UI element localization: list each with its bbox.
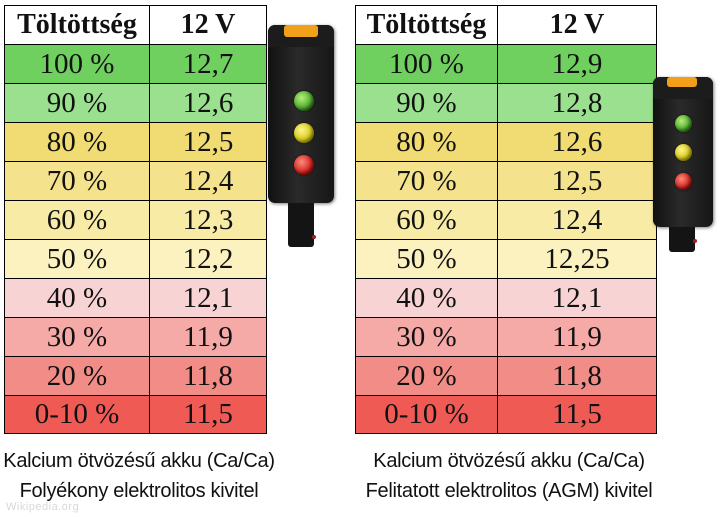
left-charge-voltage-table: Töltöttség 12 V 100 % 12,7 90 % 12,6 80 % 1… [4, 5, 267, 434]
charge-cell: 40 % [355, 278, 498, 318]
table-row: 50 % 12,2 [4, 239, 267, 279]
table-row: 80 % 12,6 [355, 122, 657, 162]
table-row: 60 % 12,3 [4, 200, 267, 240]
charge-cell: 90 % [4, 83, 150, 123]
voltage-cell: 12,5 [149, 122, 267, 162]
header-voltage: 12 V [497, 5, 657, 45]
charge-cell: 30 % [355, 317, 498, 357]
charge-cell: 100 % [355, 44, 498, 84]
table-row: 70 % 12,4 [4, 161, 267, 201]
voltage-cell: 12,6 [497, 122, 657, 162]
charge-cell: 50 % [355, 239, 498, 279]
voltage-cell: 12,4 [497, 200, 657, 240]
charge-cell: 60 % [355, 200, 498, 240]
voltage-cell: 11,8 [497, 356, 657, 396]
table-row: 20 % 11,8 [4, 356, 267, 396]
green-light-icon [294, 91, 314, 111]
charge-cell: 60 % [4, 200, 150, 240]
voltage-cell: 11,5 [497, 395, 657, 434]
header-charge: Töltöttség [4, 5, 150, 45]
indicator-dot [693, 239, 697, 243]
left-caption: Kalcium ötvözésű akku (Ca/Ca) Folyékony … [0, 446, 278, 506]
green-light-icon [675, 115, 692, 132]
voltage-cell: 12,5 [497, 161, 657, 201]
table-row: 50 % 12,25 [355, 239, 657, 279]
indicator-stem [288, 203, 314, 247]
voltage-cell: 12,1 [497, 278, 657, 318]
voltage-cell: 12,4 [149, 161, 267, 201]
indicator-cap-accent [667, 77, 697, 87]
charge-cell: 70 % [4, 161, 150, 201]
table-row: 30 % 11,9 [355, 317, 657, 357]
charge-cell: 80 % [355, 122, 498, 162]
table-row: 0-10 % 11,5 [355, 395, 657, 434]
header-voltage: 12 V [149, 5, 267, 45]
red-light-icon [675, 173, 692, 190]
table-row: 80 % 12,5 [4, 122, 267, 162]
voltage-cell: 11,9 [497, 317, 657, 357]
table-row: 30 % 11,9 [4, 317, 267, 357]
voltage-cell: 11,5 [149, 395, 267, 434]
charge-cell: 0-10 % [4, 395, 150, 434]
table-row: 20 % 11,8 [355, 356, 657, 396]
battery-indicator-icon [653, 77, 713, 252]
battery-indicator-icon [268, 25, 334, 247]
charge-cell: 90 % [355, 83, 498, 123]
charge-cell: 20 % [4, 356, 150, 396]
charge-cell: 50 % [4, 239, 150, 279]
yellow-light-icon [675, 144, 692, 161]
voltage-cell: 11,8 [149, 356, 267, 396]
right-table-body: 100 % 12,9 90 % 12,8 80 % 12,6 70 % 12,5 60 … [355, 44, 657, 434]
table-row: 100 % 12,9 [355, 44, 657, 84]
table-row: 0-10 % 11,5 [4, 395, 267, 434]
charge-cell: 80 % [4, 122, 150, 162]
voltage-cell: 12,6 [149, 83, 267, 123]
charge-cell: 0-10 % [355, 395, 498, 434]
voltage-cell: 12,1 [149, 278, 267, 318]
table-row: 90 % 12,6 [4, 83, 267, 123]
indicator-dot [312, 235, 316, 239]
charge-cell: 40 % [4, 278, 150, 318]
red-light-icon [294, 155, 314, 175]
charge-cell: 20 % [355, 356, 498, 396]
watermark: Wikipedia.org [6, 501, 80, 513]
table-row: 40 % 12,1 [4, 278, 267, 318]
voltage-cell: 12,3 [149, 200, 267, 240]
caption-line: Kalcium ötvözésű akku (Ca/Ca) [3, 450, 275, 472]
left-table-body: 100 % 12,7 90 % 12,6 80 % 12,5 70 % 12,4 60 … [4, 44, 267, 434]
voltage-cell: 11,9 [149, 317, 267, 357]
charge-cell: 70 % [355, 161, 498, 201]
voltage-cell: 12,7 [149, 44, 267, 84]
caption-line: Folyékony elektrolitos kivitel [19, 480, 259, 502]
voltage-cell: 12,25 [497, 239, 657, 279]
caption-line: Kalcium ötvözésű akku (Ca/Ca) [373, 450, 645, 472]
table-row: 90 % 12,8 [355, 83, 657, 123]
voltage-cell: 12,8 [497, 83, 657, 123]
table-header-row: Töltöttség 12 V [4, 5, 267, 45]
table-header-row: Töltöttség 12 V [355, 5, 657, 45]
table-row: 40 % 12,1 [355, 278, 657, 318]
table-row: 70 % 12,5 [355, 161, 657, 201]
table-row: 100 % 12,7 [4, 44, 267, 84]
right-caption: Kalcium ötvözésű akku (Ca/Ca) Felitatott… [344, 446, 674, 506]
caption-line: Felitatott elektrolitos (AGM) kivitel [365, 480, 653, 502]
voltage-cell: 12,9 [497, 44, 657, 84]
charge-cell: 100 % [4, 44, 150, 84]
voltage-cell: 12,2 [149, 239, 267, 279]
table-row: 60 % 12,4 [355, 200, 657, 240]
indicator-stem [669, 227, 695, 252]
charge-cell: 30 % [4, 317, 150, 357]
indicator-cap-accent [284, 25, 318, 37]
yellow-light-icon [294, 123, 314, 143]
header-charge: Töltöttség [355, 5, 498, 45]
right-charge-voltage-table: Töltöttség 12 V 100 % 12,9 90 % 12,8 80 % 1… [355, 5, 657, 434]
